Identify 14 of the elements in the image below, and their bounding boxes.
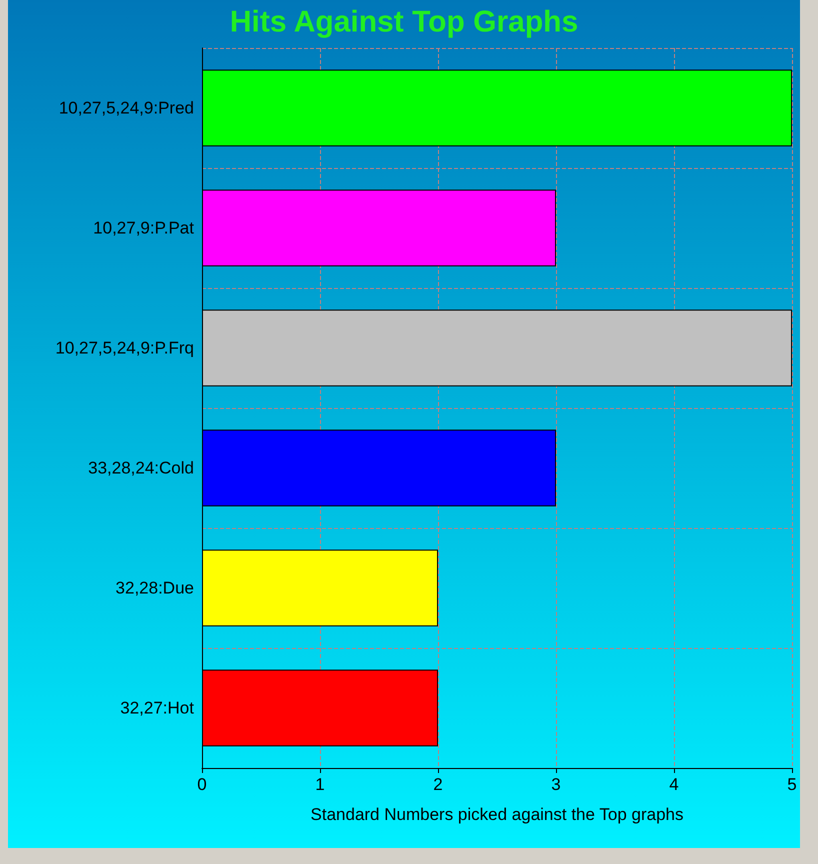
x-tick-label: 3 (551, 775, 561, 794)
x-tick-label: 2 (433, 775, 443, 794)
y-tick-label: 10,27,5,24,9:Pred (58, 98, 194, 118)
x-tick-label: 1 (315, 775, 325, 794)
y-tick-label: 10,27,5,24,9:P.Frq (55, 338, 194, 358)
chart-title: Hits Against Top Graphs (230, 6, 578, 38)
y-tick-label: 10,27,9:P.Pat (93, 218, 194, 238)
x-axis-title: Standard Numbers picked against the Top graphs (310, 805, 684, 824)
x-tick-label: 5 (787, 775, 797, 794)
x-tick-label: 4 (669, 775, 679, 794)
y-tick-label: 32,27:Hot (120, 698, 194, 718)
x-tick-label: 0 (197, 775, 207, 794)
y-tick-label: 33,28,24:Cold (88, 458, 194, 478)
y-tick-label: 32,28:Due (116, 578, 194, 598)
